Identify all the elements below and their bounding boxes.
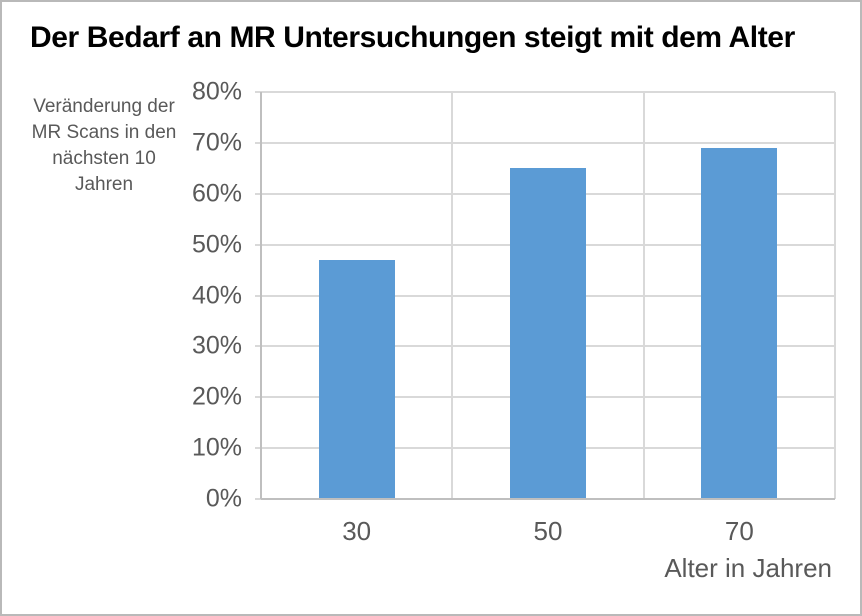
y-tick-mark (255, 498, 261, 500)
y-tick-mark (255, 345, 261, 348)
y-tick-mark (255, 294, 261, 297)
y-tick-label: 10% (191, 433, 242, 462)
y-tick-label: 0% (205, 484, 242, 513)
bar-50 (510, 168, 586, 499)
y-tick-label: 70% (191, 128, 242, 157)
y-tick-mark (255, 192, 261, 195)
y-axis-title-line: nächsten 10 (52, 148, 156, 169)
h-gridline (261, 141, 835, 144)
v-gridline (642, 92, 645, 499)
y-tick-mark (255, 396, 261, 399)
y-axis-line (260, 92, 262, 499)
y-tick-label: 40% (191, 281, 242, 309)
x-axis-title: Alter in Jahren (664, 553, 832, 583)
x-tick-label: 70 (724, 516, 754, 546)
h-gridline (261, 91, 835, 93)
chart-title: Der Bedarf an MR Untersuchungen steigt m… (30, 21, 795, 54)
y-tick-mark (255, 243, 261, 246)
y-tick-label: 20% (191, 382, 242, 411)
plot-right-border (834, 92, 836, 499)
y-axis-title-line: Veränderung der (33, 96, 175, 117)
y-tick-mark (255, 447, 261, 450)
y-tick-label: 50% (191, 230, 242, 259)
bar-30 (318, 259, 395, 499)
x-tick-label: 30 (342, 516, 372, 546)
y-tick-mark (255, 141, 261, 144)
bar-70 (701, 147, 778, 499)
y-tick-label: 80% (191, 77, 242, 106)
x-tick-label: 50 (533, 516, 563, 546)
y-tick-label: 60% (191, 179, 242, 208)
y-axis-title-line: Jahren (74, 174, 134, 195)
y-tick-mark (255, 91, 261, 93)
x-axis-line (261, 498, 835, 500)
y-axis-title: Veränderung der MR Scans in den nächsten 1… (10, 94, 198, 198)
v-gridline (451, 92, 454, 499)
y-tick-label: 30% (191, 331, 242, 360)
y-axis-title-line: MR Scans in den (31, 122, 177, 143)
